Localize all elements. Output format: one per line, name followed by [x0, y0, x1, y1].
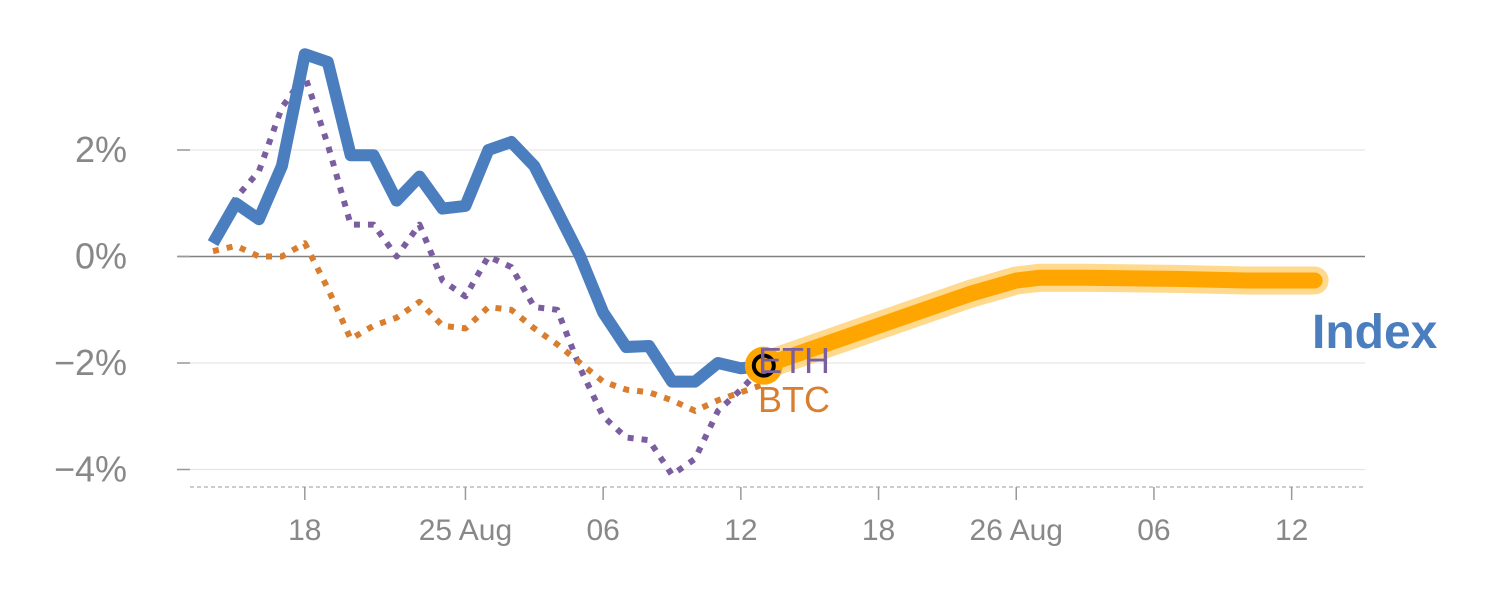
btc-series-label: BTC	[758, 379, 830, 420]
gridlines	[178, 149, 1365, 471]
y-tick-label: 0%	[75, 236, 127, 277]
eth-series-label: ETH	[758, 340, 830, 381]
x-tick-label: 12	[724, 514, 757, 547]
x-axis: 18 25 Aug 06 12 18 26 Aug 06 12	[288, 487, 1308, 547]
eth-series-line	[210, 72, 766, 478]
x-tick-label: 06	[1137, 514, 1170, 547]
x-tick-label: 12	[1275, 514, 1308, 547]
series	[207, 48, 1329, 478]
y-tick-label: −4%	[54, 449, 127, 490]
x-tick-label: 06	[586, 514, 619, 547]
current-point-marker	[744, 346, 783, 385]
x-tick-label: 18	[862, 514, 895, 547]
index-series-label: Index	[1312, 306, 1438, 359]
index-series-line	[207, 48, 765, 388]
forecast-band-line	[755, 269, 1323, 374]
marker-halo	[744, 346, 783, 385]
y-axis: 2% 0% −2% −4%	[54, 129, 190, 490]
y-tick-label: 2%	[75, 129, 127, 170]
forecast-band-outer	[749, 263, 1329, 380]
y-tick-label: −2%	[54, 342, 127, 383]
x-tick-label: 18	[288, 514, 321, 547]
x-tick-label: 25 Aug	[419, 514, 512, 547]
marker-ring	[751, 353, 776, 378]
btc-series-line	[212, 240, 765, 414]
x-tick-label: 26 Aug	[970, 514, 1063, 547]
